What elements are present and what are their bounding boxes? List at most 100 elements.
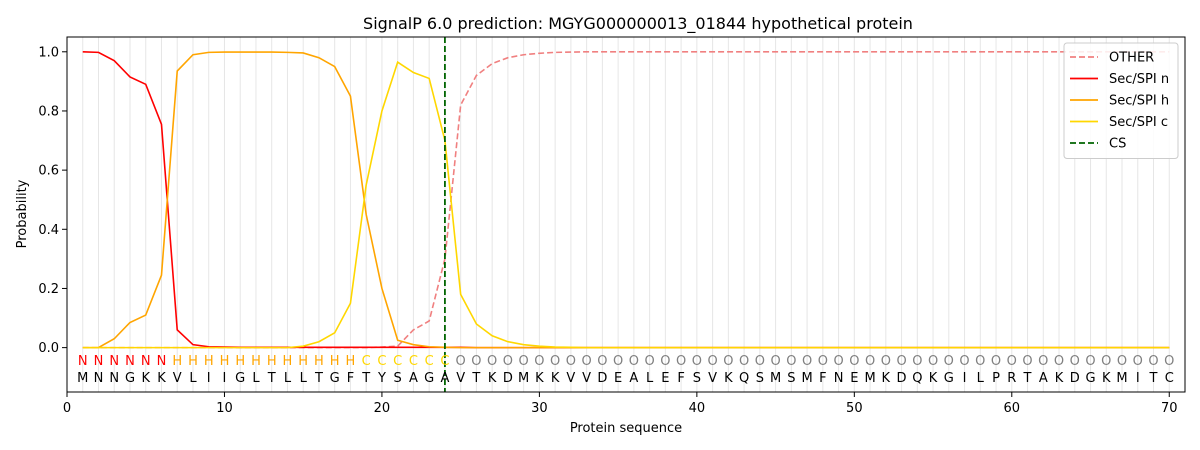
series-line-sec-spi-h	[82, 51, 1170, 349]
residue-label: K	[551, 371, 560, 386]
region-label: N	[141, 354, 151, 369]
residue-label: Y	[377, 371, 386, 386]
residue-label: K	[141, 371, 150, 386]
residue-label: G	[235, 371, 245, 386]
region-label: O	[928, 354, 938, 369]
region-label: H	[267, 354, 277, 369]
residue-label: A	[1039, 371, 1048, 386]
series-line-other	[82, 50, 1170, 349]
region-label: O	[550, 354, 560, 369]
residue-label: V	[708, 371, 717, 386]
x-tick-label: 40	[689, 401, 706, 416]
region-label: O	[629, 354, 639, 369]
region-label: O	[1022, 354, 1032, 369]
x-axis-ticks: 0 10 20 30 40 50 60 70	[63, 392, 1178, 416]
region-label: O	[676, 354, 686, 369]
x-tick-label: 70	[1161, 401, 1178, 416]
residue-label: A	[409, 371, 418, 386]
region-label: C	[362, 354, 371, 369]
residue-label: S	[693, 371, 701, 386]
residue-label: S	[787, 371, 795, 386]
residue-label: L	[646, 371, 654, 386]
residue-label: M	[864, 371, 875, 386]
residue-label: D	[897, 371, 907, 386]
region-label: O	[1148, 354, 1158, 369]
plot-area	[82, 37, 1170, 392]
residue-label: V	[582, 371, 591, 386]
region-label: H	[283, 354, 293, 369]
residue-label: A	[629, 371, 638, 386]
residue-label: D	[1070, 371, 1080, 386]
residue-label: D	[597, 371, 607, 386]
region-label: H	[251, 354, 261, 369]
vertical-grid	[82, 37, 1170, 392]
region-label: O	[865, 354, 875, 369]
residue-label: N	[109, 371, 119, 386]
x-tick-label: 30	[531, 401, 548, 416]
residue-label: E	[850, 371, 858, 386]
residue-label: A	[440, 371, 449, 386]
region-label: O	[770, 354, 780, 369]
region-label: O	[991, 354, 1001, 369]
residue-label: M	[770, 371, 781, 386]
residue-label: L	[284, 371, 292, 386]
region-label: O	[582, 354, 592, 369]
axes-frame	[66, 36, 1186, 393]
region-label: O	[1054, 354, 1064, 369]
residue-label: L	[252, 371, 260, 386]
legend-entry: Sec/SPI h	[1109, 94, 1169, 109]
residue-label: C	[1165, 371, 1174, 386]
y-axis-label: Probability	[15, 179, 30, 248]
y-tick-label: 0.0	[38, 341, 59, 356]
x-tick-label: 50	[846, 401, 863, 416]
legend-entry: Sec/SPI c	[1109, 115, 1168, 130]
residue-label: T	[1023, 371, 1032, 386]
residue-label: S	[394, 371, 402, 386]
region-label: H	[204, 354, 214, 369]
x-tick-label: 0	[63, 401, 71, 416]
residue-label: M	[801, 371, 812, 386]
residue-label: I	[1136, 371, 1140, 386]
region-label: O	[755, 354, 765, 369]
region-label: H	[298, 354, 308, 369]
legend-entry: OTHER	[1109, 51, 1154, 66]
x-axis-label: Protein sequence	[570, 421, 682, 436]
region-label: O	[707, 354, 717, 369]
residue-label: V	[566, 371, 575, 386]
region-label: O	[944, 354, 954, 369]
region-label: O	[1007, 354, 1017, 369]
legend: OTHER Sec/SPI n Sec/SPI h Sec/SPI c CS	[1063, 42, 1179, 159]
residue-label: V	[456, 371, 465, 386]
region-label: O	[692, 354, 702, 369]
residue-label: F	[819, 371, 826, 386]
region-label: O	[1133, 354, 1143, 369]
region-label: O	[597, 354, 607, 369]
y-tick-label: 0.4	[38, 223, 59, 238]
region-label: O	[1117, 354, 1127, 369]
region-label: O	[912, 354, 922, 369]
region-label: C	[440, 354, 449, 369]
region-label: O	[487, 354, 497, 369]
legend-entry: CS	[1109, 137, 1126, 152]
y-axis-ticks: 0.0 0.2 0.4 0.6 0.8 1.0	[38, 45, 67, 356]
region-label: C	[377, 354, 386, 369]
residue-label: Q	[739, 371, 749, 386]
region-label: H	[172, 354, 182, 369]
sequence-annotations: NMNNNNNGNKNKHVHLHIHIHGHLHTHLHLHTHGHFCTCY…	[77, 354, 1174, 386]
region-label: O	[739, 354, 749, 369]
region-label: N	[78, 354, 88, 369]
region-label: O	[723, 354, 733, 369]
region-label: O	[818, 354, 828, 369]
residue-label: K	[157, 371, 166, 386]
region-label: O	[1070, 354, 1080, 369]
residue-label: G	[944, 371, 954, 386]
region-label: N	[157, 354, 167, 369]
region-label: O	[881, 354, 891, 369]
region-label: O	[1038, 354, 1048, 369]
x-tick-label: 10	[216, 401, 233, 416]
residue-label: G	[125, 371, 135, 386]
residue-label: T	[1149, 371, 1158, 386]
region-label: C	[425, 354, 434, 369]
residue-label: I	[963, 371, 967, 386]
residue-label: I	[207, 371, 211, 386]
